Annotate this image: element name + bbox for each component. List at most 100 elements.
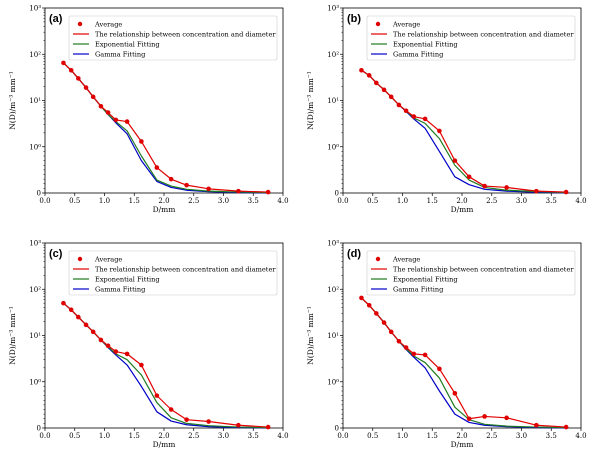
legend-box xyxy=(68,15,278,61)
legend-label: Gamma Fitting xyxy=(95,50,146,58)
y-axis-title: N(D)/m⁻³ mm⁻¹ xyxy=(306,306,315,365)
average-point xyxy=(437,128,442,134)
x-tick-label: 3.0 xyxy=(218,432,229,440)
x-tick-label: 3.5 xyxy=(248,432,259,440)
legend-box xyxy=(366,15,576,61)
average-point xyxy=(113,349,119,354)
y-tick-label: 10⁰ xyxy=(29,143,41,151)
average-point xyxy=(68,307,74,313)
y-tick-label: 0 xyxy=(37,425,41,433)
average-point xyxy=(359,295,364,301)
average-point xyxy=(366,302,372,308)
average-point xyxy=(113,117,119,123)
average-point xyxy=(466,416,472,422)
x-tick-label: 2.5 xyxy=(486,197,497,205)
x-tick-label: 1.0 xyxy=(397,197,408,205)
x-tick-label: 0.0 xyxy=(39,197,50,205)
x-tick-label: 2.0 xyxy=(456,432,467,440)
average-point xyxy=(563,189,569,195)
legend-label: Exponential Fitting xyxy=(95,275,160,283)
legend-marker xyxy=(375,256,381,262)
relationship-line xyxy=(361,69,567,193)
gamma-fitting-line xyxy=(63,302,269,429)
y-axis-title: N(D)/m⁻³ mm⁻¹ xyxy=(306,71,315,130)
y-tick-label: 10³ xyxy=(327,5,339,13)
legend-label: The relationship between concentration a… xyxy=(393,30,574,38)
average-point xyxy=(366,73,372,78)
average-point xyxy=(504,185,509,190)
y-tick-label: 0 xyxy=(335,190,339,198)
x-tick-label: 4.0 xyxy=(575,197,586,205)
x-axis-title: D/mm xyxy=(153,205,176,214)
y-tick-label: 10³ xyxy=(327,240,339,248)
y-axis-title: N(D)/m⁻³ mm⁻¹ xyxy=(8,71,17,130)
y-tick-label: 0 xyxy=(37,190,41,198)
average-point xyxy=(466,174,472,180)
panel-label: (c) xyxy=(49,248,63,260)
average-point xyxy=(206,419,211,424)
average-point xyxy=(76,76,81,81)
x-tick-label: 0.5 xyxy=(69,197,80,205)
x-tick-label: 0.5 xyxy=(367,197,378,205)
x-axis-title: D/mm xyxy=(451,205,474,214)
average-point xyxy=(105,343,111,349)
average-point xyxy=(124,351,130,357)
y-tick-label: 0 xyxy=(335,425,339,433)
legend-box xyxy=(68,250,278,296)
y-tick-label: 10³ xyxy=(29,240,41,248)
y-tick-label: 10¹ xyxy=(29,97,41,105)
legend-label: Gamma Fitting xyxy=(393,285,444,293)
average-point xyxy=(437,366,442,372)
x-tick-label: 3.0 xyxy=(516,197,527,205)
y-tick-label: 10⁰ xyxy=(327,143,339,151)
y-tick-label: 10⁰ xyxy=(29,378,41,386)
average-point xyxy=(403,345,409,350)
average-point xyxy=(482,183,487,189)
average-point xyxy=(411,351,417,357)
y-axis-title: N(D)/m⁻³ mm⁻¹ xyxy=(8,306,17,365)
legend-label: Gamma Fitting xyxy=(95,285,146,293)
average-point xyxy=(265,424,271,430)
average-point xyxy=(184,417,189,422)
average-point xyxy=(206,186,211,192)
average-point xyxy=(563,424,569,430)
average-point xyxy=(504,415,509,421)
average-point xyxy=(359,67,364,73)
x-tick-label: 4.0 xyxy=(277,432,288,440)
average-point xyxy=(411,114,417,119)
legend-label: Exponential Fitting xyxy=(393,275,458,283)
average-point xyxy=(374,311,379,316)
y-tick-label: 10² xyxy=(327,51,339,59)
x-tick-label: 1.5 xyxy=(129,197,140,205)
y-tick-label: 10¹ xyxy=(29,332,41,340)
average-point xyxy=(381,87,387,93)
average-point xyxy=(396,102,402,108)
x-tick-label: 3.0 xyxy=(516,432,527,440)
x-axis-title: D/mm xyxy=(153,440,176,449)
average-point xyxy=(98,337,104,343)
chart-panel-3: (d) 0.0 0.5 1.0 1.5 2.0 2.5 3.0 3.5 4.0 0 10⁰ 10¹ 10²… xyxy=(306,240,587,450)
average-point xyxy=(154,165,160,170)
average-point xyxy=(83,85,89,90)
legend-label: The relationship between concentration a… xyxy=(393,265,574,273)
average-point xyxy=(98,103,104,109)
legend-label: The relationship between concentration a… xyxy=(95,265,276,273)
x-tick-label: 0.0 xyxy=(39,432,50,440)
average-point xyxy=(124,119,130,124)
average-point xyxy=(381,320,387,325)
y-tick-label: 10² xyxy=(29,51,41,59)
average-point xyxy=(452,158,458,163)
x-tick-label: 4.0 xyxy=(575,432,586,440)
legend-marker xyxy=(77,256,83,262)
y-tick-label: 10² xyxy=(327,286,339,294)
average-point xyxy=(422,352,428,358)
legend-label: Average xyxy=(94,255,122,263)
exponential-fitting-line xyxy=(361,69,567,194)
chart-panel-2: (c) 0.0 0.5 1.0 1.5 2.0 2.5 3.0 3.5 4.0 0 10⁰ 10¹ 10²… xyxy=(8,240,289,450)
legend-label: Exponential Fitting xyxy=(393,40,458,48)
legend-box xyxy=(366,250,576,296)
x-tick-label: 3.5 xyxy=(248,197,259,205)
average-point xyxy=(236,188,241,194)
x-tick-label: 3.5 xyxy=(546,197,557,205)
